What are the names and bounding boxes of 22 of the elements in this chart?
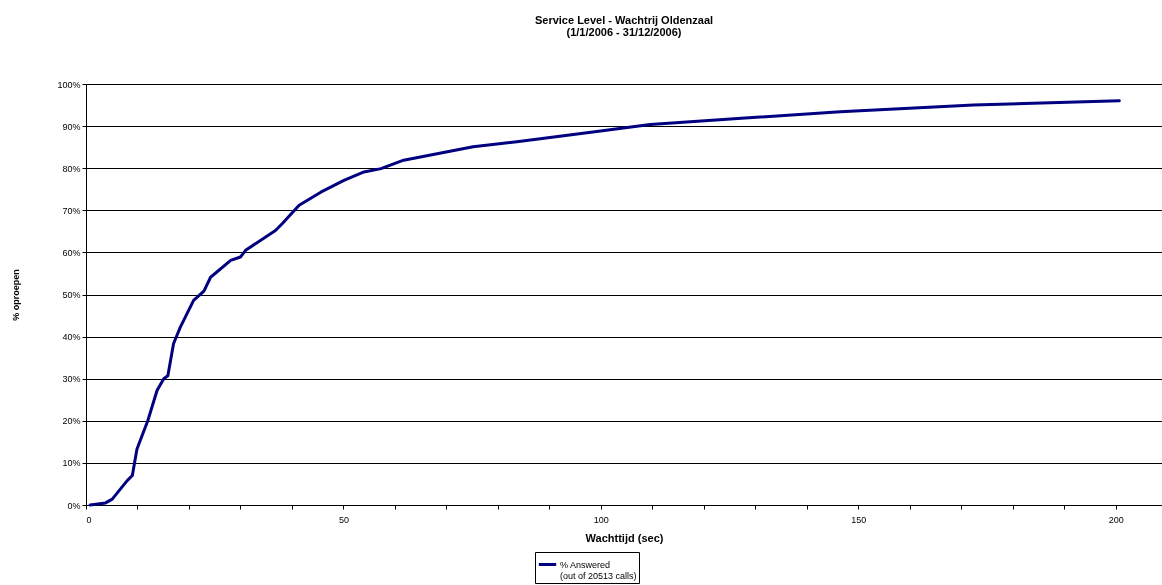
y-tick-label: 20% xyxy=(62,416,81,427)
y-tick-label: 30% xyxy=(62,374,81,385)
y-tick-label: 70% xyxy=(62,205,81,216)
y-tick-label: 80% xyxy=(62,163,81,174)
x-tick-label: 0 xyxy=(86,514,92,525)
chart-title: Service Level - Wachtrij Oldenzaal xyxy=(534,14,714,26)
y-tick-label: 40% xyxy=(62,332,81,343)
y-tick-label: 10% xyxy=(62,458,81,469)
line-series xyxy=(88,99,1121,507)
y-tick-label: 60% xyxy=(62,247,81,258)
x-tick-label: 100 xyxy=(593,514,609,525)
y-tick-label: 50% xyxy=(62,290,81,300)
x-tick-label: 200 xyxy=(1108,514,1124,525)
y-tick-label: 0% xyxy=(67,500,81,511)
legend-label: % Answered (out of 20513 calls) xyxy=(560,559,637,581)
x-axis-title: Wachttijd (sec) xyxy=(585,531,664,544)
x-tick-label: 150 xyxy=(851,514,867,525)
y-tick-label: 100% xyxy=(57,79,81,90)
chart-subtitle: (1/1/2006 - 31/12/2006) xyxy=(566,26,682,38)
x-tick-label: 50 xyxy=(338,514,349,525)
y-axis-title: % oproepen xyxy=(11,269,22,321)
y-tick-label: 90% xyxy=(62,121,81,132)
